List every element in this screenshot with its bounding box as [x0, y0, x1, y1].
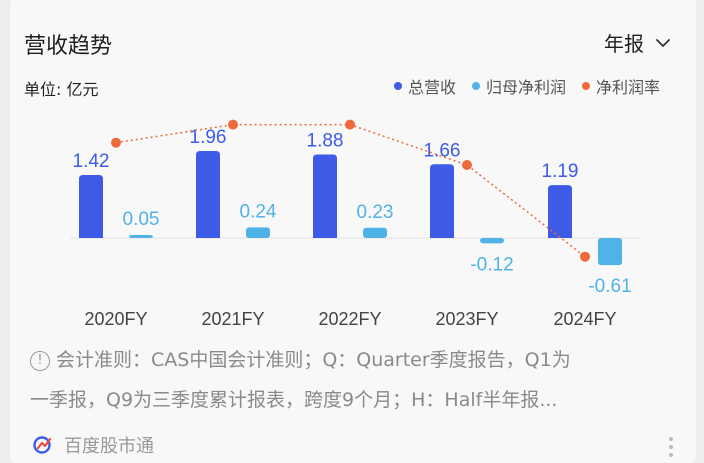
accounting-note: ! 会计准则：CAS中国会计准则；Q：Quarter季度报告，Q1为 一季报，Q9…	[30, 340, 670, 420]
legend-label-net-margin: 净利润率	[595, 78, 660, 97]
card-title: 营收趋势	[24, 34, 113, 59]
net-profit-bar-2023FY[interactable]	[480, 238, 504, 244]
revenue-value-label: 1.19	[542, 161, 579, 182]
period-label: 年报	[604, 32, 644, 56]
net-profit-bar-2022FY[interactable]	[363, 227, 387, 238]
unit-label: 单位: 亿元	[24, 80, 99, 99]
card-header: 营收趋势 年报	[24, 26, 672, 62]
revenue-value-label: 1.88	[307, 131, 344, 152]
revenue-trend-card	[10, 0, 696, 463]
info-icon: !	[30, 351, 50, 371]
net-profit-value-label: 0.05	[123, 209, 160, 230]
net-margin-point-2024FY[interactable]	[580, 251, 590, 262]
x-tick-label: 2021FY	[201, 309, 264, 329]
chevron-down-icon	[656, 38, 670, 47]
legend-dot-net-margin	[581, 82, 590, 90]
legend-dot-revenue	[393, 82, 402, 90]
x-tick-label: 2023FY	[435, 309, 498, 329]
net-margin-point-2021FY[interactable]	[228, 119, 238, 130]
revenue-value-label: 1.66	[424, 140, 461, 161]
legend-label-revenue: 总营收	[407, 78, 456, 97]
net-profit-bar-2020FY[interactable]	[129, 235, 153, 238]
legend-item-net-margin[interactable]: 净利润率	[581, 74, 660, 98]
net-profit-value-label: -0.61	[588, 276, 631, 297]
note-line-1: ! 会计准则：CAS中国会计准则；Q：Quarter季度报告，Q1为	[30, 340, 670, 380]
net-margin-line	[115, 123, 586, 258]
x-tick-label: 2024FY	[553, 309, 616, 329]
x-tick-label: 2020FY	[84, 309, 147, 329]
baidu-stock-logo-icon	[33, 436, 52, 454]
note-text-1: 会计准则：CAS中国会计准则；Q：Quarter季度报告，Q1为	[56, 349, 571, 371]
net-profit-bar-2024FY[interactable]	[598, 238, 622, 266]
net-margin-point-2020FY[interactable]	[111, 137, 121, 148]
net-margin-point-2023FY[interactable]	[462, 160, 472, 170]
revenue-value-label: 1.42	[73, 151, 110, 172]
footer-brand-text: 百度股市通	[64, 436, 154, 457]
legend-dot-net-profit	[471, 82, 480, 90]
net-profit-value-label: 0.23	[357, 202, 394, 223]
more-options-icon[interactable]	[668, 436, 674, 458]
revenue-chart: 1.42 0.05 2020FY 1.96 0.24 2021FY 1.88 0.23 2022…	[70, 119, 640, 329]
legend-item-net-profit[interactable]: 归母净利润	[471, 74, 566, 98]
footer-brand[interactable]: 百度股市通	[32, 432, 154, 458]
net-profit-value-label: -0.12	[470, 254, 513, 275]
note-text-2: 一季报，Q9为三季度累计报表，跨度9个月；H：Half半年报...	[30, 389, 558, 411]
chart-legend: 总营收 归母净利润 净利润率	[393, 74, 660, 98]
revenue-bar-2021FY[interactable]	[196, 150, 220, 238]
revenue-bar-2023FY[interactable]	[430, 164, 454, 238]
legend-item-revenue[interactable]: 总营收	[393, 74, 456, 98]
legend-label-net-profit: 归母净利润	[485, 78, 566, 97]
net-margin-point-2022FY[interactable]	[345, 119, 355, 130]
period-selector[interactable]: 年报	[604, 28, 672, 57]
revenue-bar-2024FY[interactable]	[548, 185, 572, 238]
revenue-bar-2022FY[interactable]	[313, 154, 337, 238]
net-profit-value-label: 0.24	[240, 201, 277, 222]
revenue-value-label: 1.96	[190, 127, 227, 148]
x-tick-label: 2022FY	[318, 309, 381, 329]
net-profit-bar-2021FY[interactable]	[246, 227, 270, 238]
revenue-bar-2020FY[interactable]	[79, 174, 103, 238]
